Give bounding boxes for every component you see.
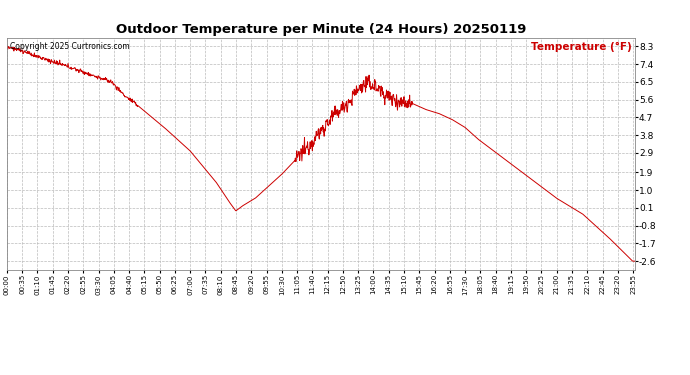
Text: Temperature (°F): Temperature (°F) xyxy=(531,42,631,52)
Text: Copyright 2025 Curtronics.com: Copyright 2025 Curtronics.com xyxy=(10,42,130,51)
Title: Outdoor Temperature per Minute (24 Hours) 20250119: Outdoor Temperature per Minute (24 Hours… xyxy=(116,23,526,36)
